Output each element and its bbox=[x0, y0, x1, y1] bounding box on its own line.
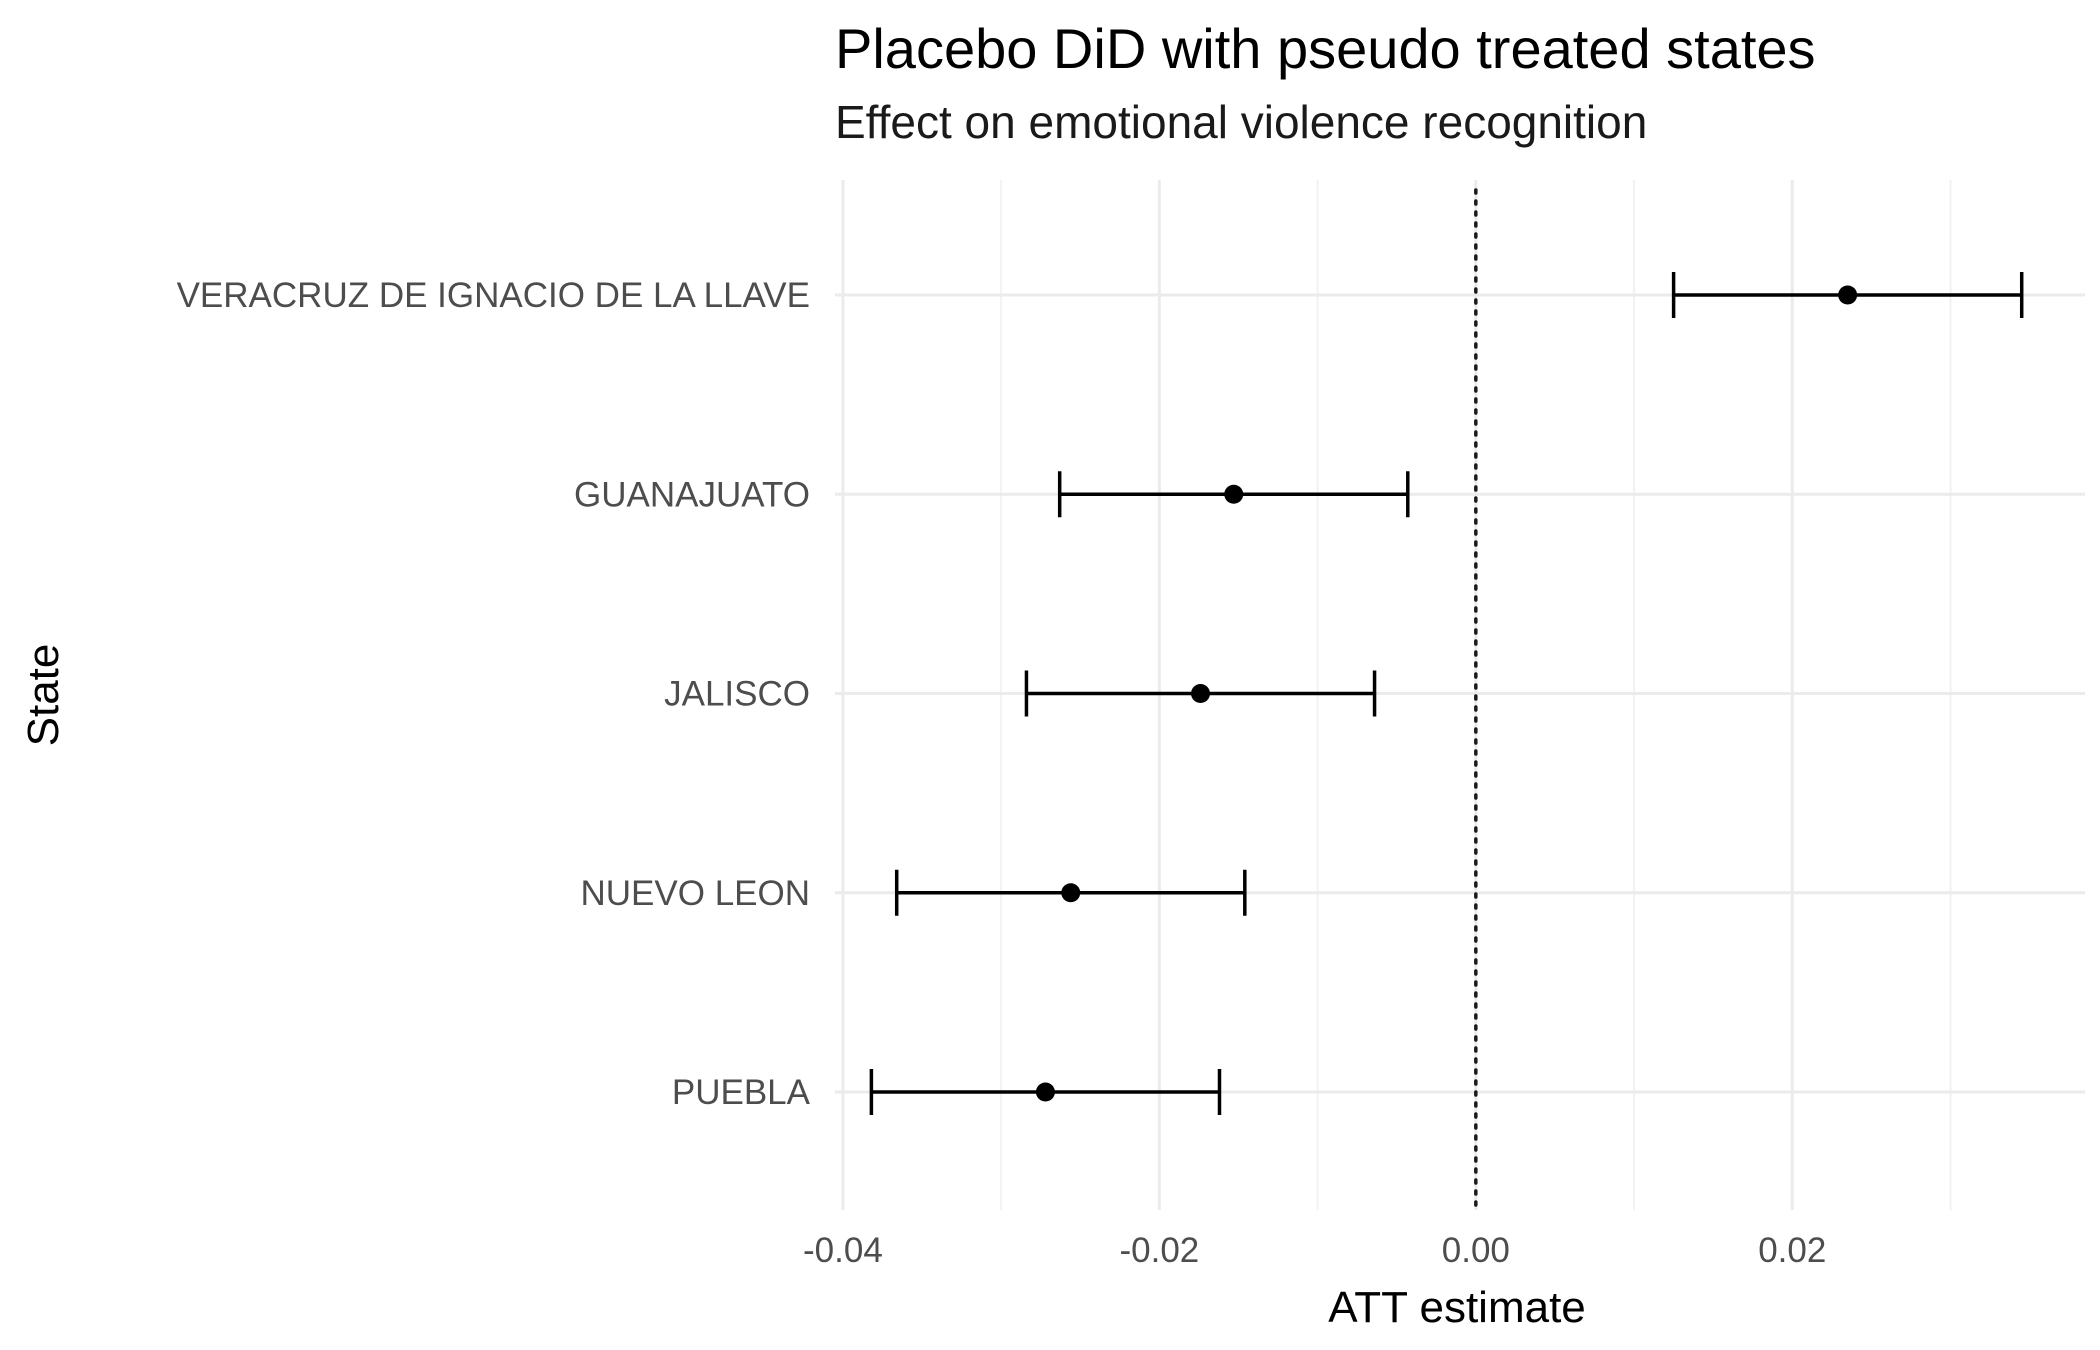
errorbar-group bbox=[869, 1069, 1222, 1115]
x-axis-tick-labels: -0.04 -0.02 0.00 0.02 bbox=[803, 1231, 1826, 1270]
x-tick-label: 0.00 bbox=[1442, 1231, 1510, 1270]
plot-marks bbox=[869, 272, 2024, 1115]
y-axis-tick-labels: VERACRUZ DE IGNACIO DE LA LLAVE GUANAJUAT… bbox=[177, 276, 811, 1112]
x-tick-label: -0.04 bbox=[803, 1231, 883, 1270]
chart-title: Placebo DiD with pseudo treated states bbox=[835, 17, 1816, 80]
errorbar-group bbox=[894, 869, 1247, 916]
estimate-point bbox=[1191, 684, 1211, 703]
y-tick-label: VERACRUZ DE IGNACIO DE LA LLAVE bbox=[177, 276, 810, 315]
errorbar-group bbox=[1024, 670, 1377, 717]
x-axis-title: ATT estimate bbox=[1328, 1283, 1586, 1332]
grid bbox=[835, 180, 2085, 1210]
x-tick-label: 0.02 bbox=[1758, 1231, 1826, 1270]
y-axis-title: State bbox=[19, 644, 68, 747]
y-tick-label: GUANAJUATO bbox=[574, 475, 810, 514]
estimate-point bbox=[1035, 1082, 1055, 1102]
errorbar-group bbox=[1057, 471, 1410, 518]
y-tick-label: JALISCO bbox=[664, 675, 810, 714]
errorbar-group bbox=[1671, 272, 2024, 318]
y-tick-label: PUEBLA bbox=[672, 1073, 811, 1112]
estimate-point bbox=[1838, 285, 1858, 305]
estimate-point bbox=[1224, 484, 1244, 504]
x-tick-label: -0.02 bbox=[1119, 1231, 1199, 1270]
y-tick-label: NUEVO LEON bbox=[581, 874, 811, 913]
chart-subtitle: Effect on emotional violence recognition bbox=[835, 96, 1647, 148]
estimate-point bbox=[1061, 883, 1081, 903]
